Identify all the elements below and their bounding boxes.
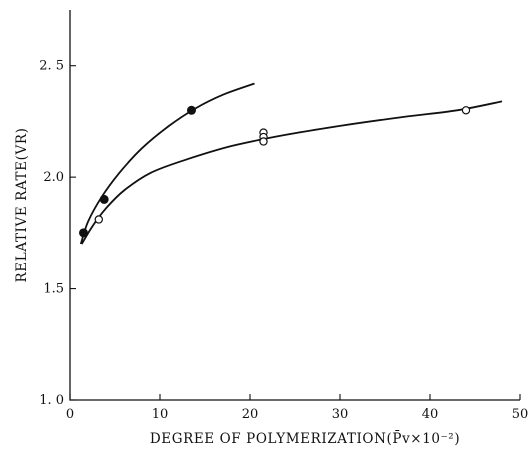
fit-curves bbox=[79, 82, 503, 245]
filled-data-point bbox=[99, 194, 109, 204]
fit-curve-1 bbox=[79, 82, 255, 245]
x-tick-label: 0 bbox=[66, 407, 74, 422]
x-tick-label: 50 bbox=[512, 407, 529, 422]
data-points bbox=[79, 105, 471, 238]
x-tick-label: 10 bbox=[152, 407, 169, 422]
open-data-point bbox=[259, 137, 268, 146]
axis-frame bbox=[69, 10, 520, 401]
axes bbox=[69, 10, 520, 401]
x-axis-label: DEGREE OF POLYMERIZATION(P̄v×10⁻²) bbox=[150, 431, 460, 447]
filled-data-point bbox=[79, 228, 88, 238]
filled-data-point bbox=[187, 105, 196, 115]
y-tick-label: 1.5 bbox=[43, 282, 64, 297]
x-tick-label: 20 bbox=[242, 407, 259, 422]
y-tick-label: 1. 0 bbox=[39, 393, 64, 408]
open-data-point bbox=[94, 215, 104, 224]
y-ticks: 1. 0 1.5 2.0 2. 5 bbox=[39, 59, 76, 408]
x-ticks: 0 10 20 30 40 50 bbox=[66, 394, 528, 422]
x-tick-label: 40 bbox=[422, 407, 439, 422]
y-tick-label: 2. 5 bbox=[39, 59, 64, 74]
x-tick-label: 30 bbox=[332, 407, 349, 422]
y-tick-label: 2.0 bbox=[43, 170, 64, 185]
open-data-point bbox=[461, 106, 471, 115]
y-axis-label: RELATIVE RATE(VR) bbox=[14, 128, 30, 283]
fit-curve-2 bbox=[80, 100, 503, 245]
